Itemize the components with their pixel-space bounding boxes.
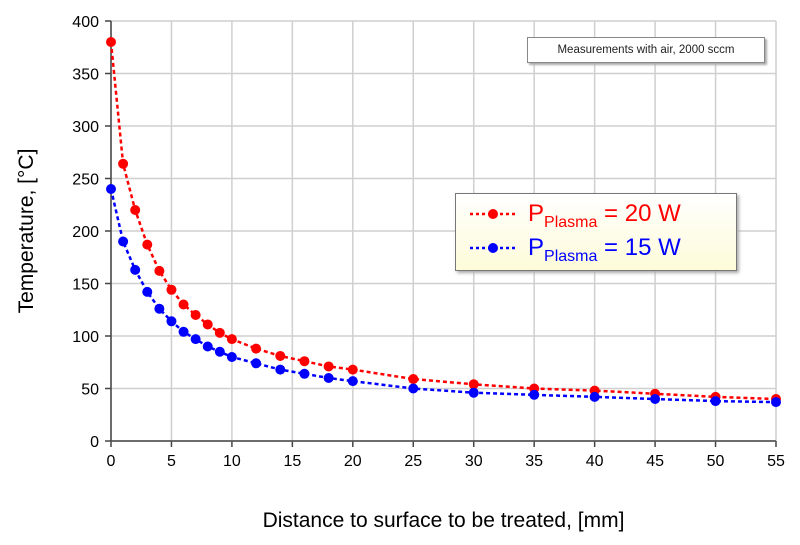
data-point-0 xyxy=(106,37,116,47)
data-point-1 xyxy=(118,236,129,247)
legend-item-20w: PPlasma = 20 W xyxy=(456,198,736,232)
y-tick-label: 150 xyxy=(72,277,99,294)
y-tick-label: 250 xyxy=(72,172,99,189)
data-point-0 xyxy=(468,379,479,390)
legend-label-15w: PPlasma = 15 W xyxy=(528,234,681,265)
data-point-0 xyxy=(118,158,129,169)
legend-marker-red xyxy=(470,209,516,219)
data-point-1 xyxy=(347,376,358,387)
data-point-0 xyxy=(154,265,165,276)
data-point-1 xyxy=(589,391,600,402)
data-point-1 xyxy=(214,346,225,357)
x-tick-label: 10 xyxy=(223,453,241,470)
x-tick-label: 50 xyxy=(707,453,725,470)
data-point-1 xyxy=(323,373,334,383)
y-axis-label: Temperature, [°C] xyxy=(15,149,38,314)
x-tick-label: 0 xyxy=(107,453,116,470)
y-tick-label: 0 xyxy=(90,434,99,451)
x-tick-label: 55 xyxy=(767,453,785,470)
data-point-1 xyxy=(299,368,310,379)
y-tick-label: 100 xyxy=(72,329,99,346)
x-tick-label: 40 xyxy=(586,453,604,470)
legend-marker-blue xyxy=(470,243,516,253)
data-point-1 xyxy=(251,358,262,369)
y-tick-label: 200 xyxy=(72,224,99,241)
data-point-1 xyxy=(130,264,141,275)
x-tick-label: 45 xyxy=(646,453,664,470)
data-point-0 xyxy=(166,284,177,295)
data-point-1 xyxy=(771,397,781,408)
data-point-0 xyxy=(251,343,262,354)
data-point-0 xyxy=(202,319,213,330)
data-point-1 xyxy=(650,394,661,404)
data-point-1 xyxy=(529,389,540,400)
data-point-1 xyxy=(190,334,201,345)
data-point-0 xyxy=(347,364,358,375)
data-point-1 xyxy=(142,286,153,297)
legend: PPlasma = 20 W PPlasma = 15 W xyxy=(455,193,737,271)
x-tick-label: 35 xyxy=(525,453,543,470)
data-point-1 xyxy=(106,184,116,194)
x-tick-label: 20 xyxy=(344,453,362,470)
data-point-1 xyxy=(408,383,419,394)
data-point-1 xyxy=(226,352,237,362)
legend-label-20w: PPlasma = 20 W xyxy=(528,200,681,231)
annotation-box: Measurements with air, 2000 sccm xyxy=(527,37,765,63)
series-line-0 xyxy=(109,41,777,401)
data-point-1 xyxy=(154,303,165,314)
data-point-0 xyxy=(178,299,189,310)
data-point-0 xyxy=(275,350,286,361)
x-tick-label: 15 xyxy=(283,453,301,470)
y-tick-label: 300 xyxy=(72,119,99,136)
data-point-1 xyxy=(202,341,213,352)
data-point-1 xyxy=(166,316,177,327)
data-point-1 xyxy=(178,326,189,337)
data-point-1 xyxy=(468,387,479,398)
data-point-1 xyxy=(710,396,721,407)
data-point-0 xyxy=(130,205,141,215)
y-tick-label: 50 xyxy=(81,382,99,399)
x-tick-label: 5 xyxy=(167,453,176,470)
data-point-0 xyxy=(323,361,334,372)
y-tick-label: 400 xyxy=(72,14,99,31)
data-point-0 xyxy=(142,239,153,250)
data-point-0 xyxy=(214,327,225,338)
data-point-0 xyxy=(226,334,237,345)
data-point-1 xyxy=(275,364,286,375)
x-tick-label: 30 xyxy=(465,453,483,470)
x-tick-label: 25 xyxy=(404,453,422,470)
data-point-0 xyxy=(408,374,419,385)
data-point-0 xyxy=(299,356,310,367)
y-tick-label: 350 xyxy=(72,67,99,84)
legend-item-15w: PPlasma = 15 W xyxy=(456,232,736,266)
data-point-0 xyxy=(190,310,201,320)
x-axis-label: Distance to surface to be treated, [mm] xyxy=(263,509,625,532)
